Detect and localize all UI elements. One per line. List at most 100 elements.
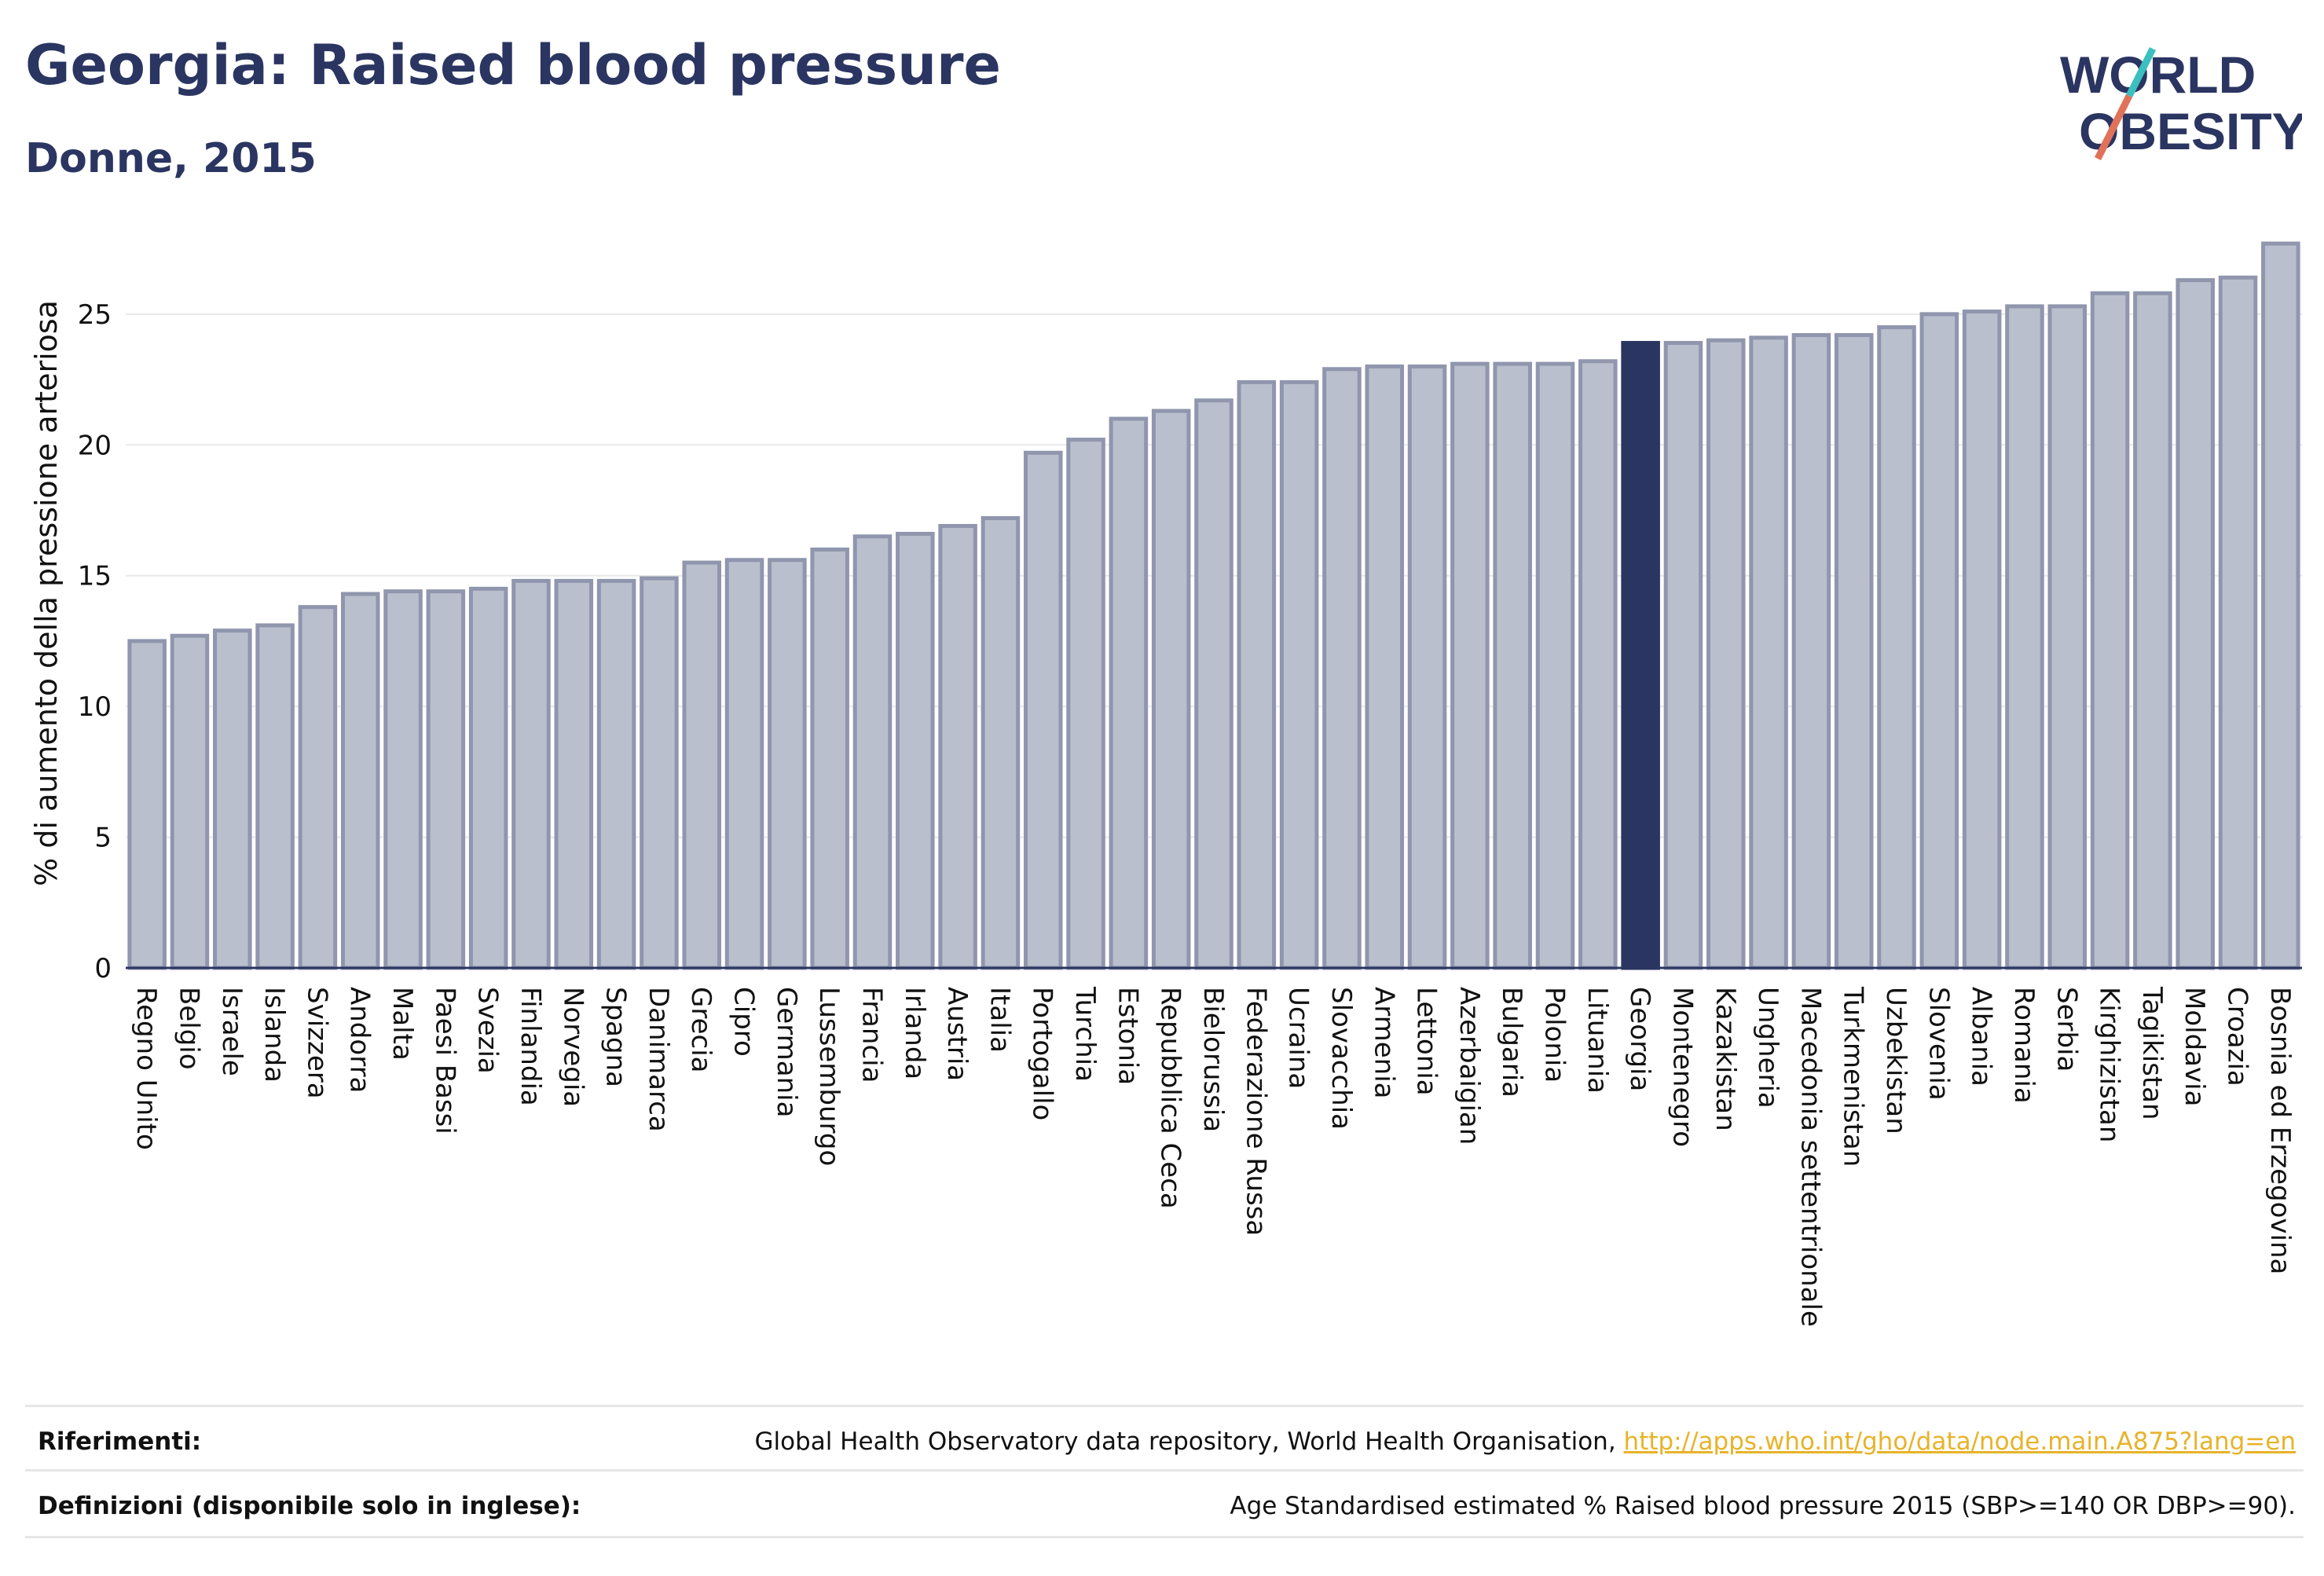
x-tick-label: Romania (2008, 987, 2040, 1104)
bar (426, 589, 466, 970)
x-tick-label: Slovacchia (1325, 987, 1357, 1130)
x-tick-label: Belgio (173, 987, 204, 1070)
y-tick-label: 25 (78, 299, 112, 331)
bar (1407, 364, 1447, 970)
chart-subtitle: Donne, 2015 (25, 135, 317, 182)
x-tick-label: Malta (387, 987, 418, 1061)
x-tick-label: Finlandia (515, 987, 546, 1106)
bar (1535, 361, 1575, 970)
bar (2218, 275, 2258, 970)
x-tick-label: Italia (984, 987, 1015, 1053)
x-tick-label: Bosnia ed Erzegovina (2264, 987, 2296, 1274)
x-tick-label: Uzbekistan (1880, 987, 1912, 1134)
x-tick-label: Danimarca (643, 987, 674, 1132)
y-tick-label: 5 (94, 823, 112, 854)
x-tick-label: Estonia (1112, 987, 1143, 1085)
x-tick-label: Turchia (1069, 986, 1101, 1082)
bar (896, 531, 935, 970)
x-tick-label: Ungheria (1752, 987, 1783, 1109)
x-tick-label: Albania (1966, 987, 1997, 1087)
x-axis: Regno Unito Belgio Israele Islanda Svizzera A… (126, 966, 2302, 1327)
bar (2133, 291, 2172, 970)
x-tick-label: Azerbaigian (1453, 987, 1485, 1145)
bar (1578, 359, 1618, 970)
bar (2176, 278, 2215, 970)
x-tick-label: Francia (856, 987, 887, 1083)
x-tick-label: Montenegro (1666, 987, 1698, 1147)
bar (1023, 450, 1063, 970)
bar (2047, 304, 2088, 970)
chart-title: Georgia: Raised blood pressure (25, 33, 1002, 97)
world-obesity-logo: WORLD OBESITY (2060, 46, 2302, 161)
bar (1237, 379, 1277, 970)
bar (810, 547, 849, 970)
bar (1279, 379, 1319, 970)
bar (1322, 367, 1362, 970)
references-text: Global Health Observatory data repositor… (754, 1428, 1624, 1456)
x-tick-label: Norvegia (557, 987, 588, 1107)
bar (724, 558, 764, 970)
bar (1919, 312, 1959, 970)
bar (1365, 364, 1405, 970)
bar (2005, 304, 2044, 970)
bar (298, 605, 338, 970)
bar (852, 534, 893, 970)
x-tick-label: Tagikistan (2136, 986, 2168, 1120)
bar (170, 633, 210, 970)
x-tick-label: Austria (941, 987, 973, 1081)
bar (213, 629, 252, 970)
bar (1791, 332, 1831, 970)
references-row: Riferimenti: Global Health Observatory d… (25, 1405, 2304, 1470)
bar (340, 592, 380, 970)
x-tick-label: Israele (216, 987, 247, 1076)
bar (2090, 291, 2130, 970)
x-tick-label: Kirghizistan (2094, 987, 2125, 1142)
bar (1450, 361, 1490, 970)
bar (1109, 416, 1149, 970)
bar (1151, 409, 1191, 970)
x-tick-label: Andorra (344, 987, 376, 1093)
x-tick-label: Islanda (258, 987, 290, 1083)
x-tick-label: Svezia (472, 987, 504, 1074)
references-value: Global Health Observatory data repositor… (754, 1428, 2296, 1456)
bars (127, 241, 2300, 970)
x-tick-label: Armenia (1368, 987, 1399, 1099)
bar (1877, 325, 1916, 970)
bar (1834, 332, 1874, 970)
x-tick-label: Portogallo (1027, 987, 1058, 1120)
svg-text:WORLD: WORLD (2060, 46, 2256, 104)
bar (1493, 361, 1532, 970)
bar-highlight (1621, 340, 1660, 970)
x-tick-label: Irlanda (899, 987, 930, 1079)
x-tick-label: Repubblica Ceca (1155, 987, 1186, 1209)
x-tick-label: Bielorussia (1197, 987, 1229, 1132)
y-tick-label: 15 (78, 561, 112, 592)
bar (640, 576, 679, 970)
footer-divider (25, 1536, 2304, 1538)
bar (1066, 438, 1105, 970)
bar (127, 639, 167, 970)
x-tick-label: Serbia (2051, 987, 2082, 1072)
x-tick-label: Lituania (1582, 987, 1613, 1094)
bar (596, 578, 636, 970)
x-tick-label: Federazione Russa (1240, 987, 1271, 1236)
x-tick-label: Slovenia (1923, 987, 1954, 1101)
y-tick-label: 10 (78, 691, 112, 723)
bar (554, 578, 594, 970)
x-tick-label: Moldavia (2179, 987, 2210, 1106)
x-tick-label: Paesi Bassi (429, 987, 460, 1134)
x-tick-label: Ucraina (1283, 987, 1314, 1089)
bar (981, 515, 1021, 970)
definitions-label: Definizioni (disponibile solo in inglese… (38, 1492, 581, 1520)
x-tick-label: Svizzera (301, 987, 332, 1099)
y-tick-label: 0 (94, 953, 112, 984)
bar (1749, 335, 1788, 970)
bar (255, 623, 295, 970)
x-tick-label: Germania (771, 987, 802, 1117)
x-tick-label: Regno Unito (130, 987, 162, 1150)
definitions-row: Definizioni (disponibile solo in inglese… (25, 1469, 2304, 1534)
x-tick-label: Polonia (1539, 987, 1571, 1083)
y-tick-label: 20 (78, 430, 112, 461)
bar (1194, 398, 1233, 970)
references-link[interactable]: http://apps.who.int/gho/data/node.main.A… (1623, 1428, 2296, 1456)
